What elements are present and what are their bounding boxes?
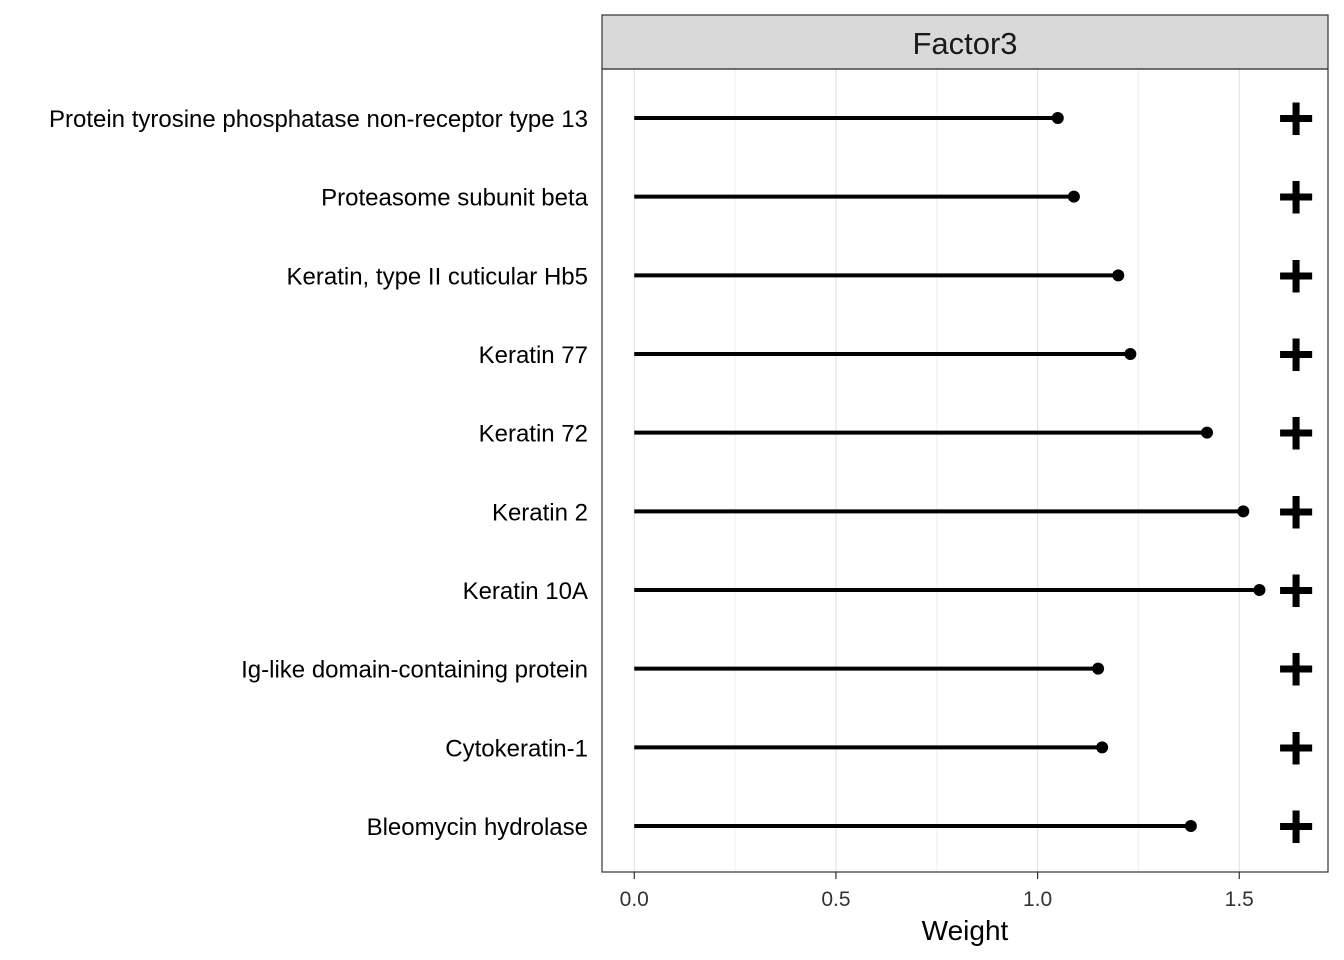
facet-strip-label: Factor3 <box>912 26 1017 61</box>
facet-strip: Factor3 <box>601 14 1329 70</box>
lollipop-point <box>1237 505 1250 518</box>
sign-label: + <box>1277 633 1314 705</box>
x-tick-label: 1.0 <box>1023 888 1052 911</box>
y-tick-label: Keratin 72 <box>479 421 588 448</box>
sign-label: + <box>1277 790 1314 862</box>
x-tick-label: 0.5 <box>821 888 850 911</box>
lollipop-point <box>1124 348 1137 360</box>
lollipop-point <box>1253 584 1266 596</box>
y-tick-label: Ig-like domain-containing protein <box>241 657 588 684</box>
y-tick-label: Keratin 2 <box>492 499 588 526</box>
x-axis-title: Weight <box>922 915 1009 946</box>
y-tick-label: Keratin 77 <box>479 342 588 369</box>
lollipop-point <box>1096 741 1109 754</box>
sign-label: + <box>1277 711 1314 783</box>
sign-label: + <box>1277 318 1314 390</box>
y-tick-label: Keratin 10A <box>463 578 588 605</box>
lollipop-point <box>1092 662 1105 675</box>
y-tick-label: Keratin, type II cuticular Hb5 <box>287 263 588 290</box>
x-axis: 0.0 0.5 1.0 1.5 <box>620 872 1254 911</box>
lollipop-point <box>1051 112 1064 124</box>
grid-layer <box>633 69 1240 872</box>
lollipop-point <box>1112 269 1125 282</box>
lollipop-point <box>1067 190 1080 203</box>
y-tick-label: Proteasome subunit beta <box>321 185 588 212</box>
lollipop-point <box>1201 426 1213 439</box>
y-axis-labels: Protein tyrosine phosphatase non-recepto… <box>49 106 589 841</box>
lollipop-point <box>1184 820 1197 832</box>
panel-border <box>601 68 1329 873</box>
sign-label: + <box>1277 239 1314 311</box>
marks-layer: ++++++++++ <box>634 82 1315 862</box>
sign-label: + <box>1277 161 1314 233</box>
sign-label: + <box>1277 397 1314 469</box>
sign-label: + <box>1277 554 1314 626</box>
sign-label: + <box>1277 475 1314 547</box>
x-tick-label: 1.5 <box>1225 888 1254 911</box>
sign-label: + <box>1277 82 1314 154</box>
y-tick-label: Protein tyrosine phosphatase non-recepto… <box>49 106 588 133</box>
y-tick-label: Cytokeratin-1 <box>445 735 588 762</box>
x-tick-label: 0.0 <box>620 888 649 911</box>
y-tick-label: Bleomycin hydrolase <box>367 814 588 841</box>
